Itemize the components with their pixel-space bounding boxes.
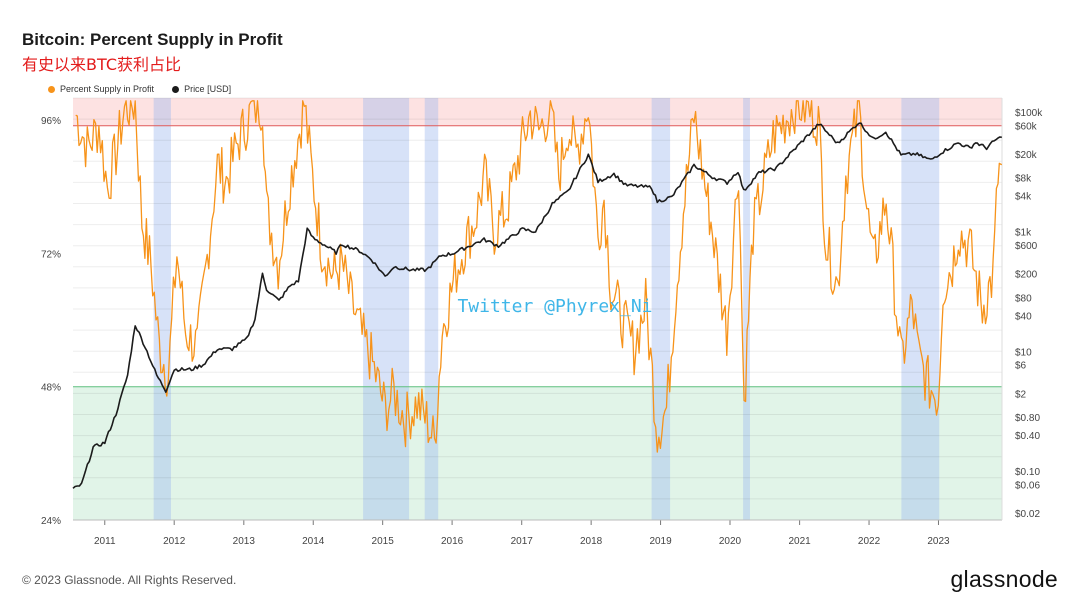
- y-right-tick-label: $0.40: [1015, 431, 1040, 442]
- x-tick-label: 2021: [788, 536, 811, 547]
- highlight-period-2: [424, 98, 439, 520]
- y-right-tick-label: $4k: [1015, 192, 1032, 203]
- y-left-tick-label: 96%: [41, 116, 61, 127]
- legend-label-supply: Percent Supply in Profit: [60, 84, 155, 94]
- glassnode-logo: glassnode: [950, 566, 1058, 592]
- y-right-tick-label: $8k: [1015, 174, 1032, 185]
- y-right-tick-label: $6: [1015, 361, 1027, 372]
- legend: Percent Supply in Profit Price [USD]: [48, 84, 231, 94]
- series-price-line: [72, 122, 1002, 489]
- zone-low: [73, 386, 1002, 520]
- y-right-tick-label: $200: [1015, 270, 1038, 281]
- y-right-tick-label: $0.02: [1015, 509, 1040, 520]
- x-tick-label: 2011: [94, 536, 116, 547]
- x-tick-label: 2012: [163, 536, 186, 547]
- y-right-tick-label: $20k: [1015, 150, 1038, 161]
- chart-title: Bitcoin: Percent Supply in Profit: [22, 30, 283, 49]
- legend-item-price[interactable]: Price [USD]: [172, 84, 231, 94]
- legend-swatch-supply: [48, 85, 55, 93]
- y-right-tick-label: $600: [1015, 241, 1038, 252]
- y-left-tick-label: 24%: [41, 516, 61, 527]
- legend-item-supply[interactable]: Percent Supply in Profit: [48, 84, 154, 94]
- y-right-tick-label: $2: [1015, 389, 1027, 400]
- highlight-period-3: [651, 98, 671, 520]
- chart-subtitle: 有史以来BTC获利占比: [22, 55, 181, 74]
- series-supply-in-profit-line: [75, 100, 1003, 453]
- x-tick-label: 2017: [511, 536, 534, 547]
- legend-label-price: Price [USD]: [184, 84, 232, 94]
- x-tick-label: 2018: [580, 536, 603, 547]
- legend-swatch-price: [172, 85, 180, 93]
- y-right-tick-label: $80: [1015, 293, 1032, 304]
- y-left-tick-label: 48%: [41, 383, 61, 394]
- x-tick-label: 2015: [372, 536, 395, 547]
- x-tick-label: 2016: [441, 536, 464, 547]
- highlight-period-1: [363, 98, 410, 520]
- twitter-watermark: Twitter @Phyrex_Ni: [457, 296, 652, 317]
- copyright-footer: © 2023 Glassnode. All Rights Reserved.: [22, 573, 237, 587]
- x-tick-label: 2023: [927, 536, 950, 547]
- y-right-tick-label: $60k: [1015, 121, 1038, 132]
- highlight-period-4: [743, 98, 750, 520]
- y-right-tick-label: $10: [1015, 347, 1032, 358]
- y-right-tick-label: $1k: [1015, 228, 1032, 239]
- x-tick-label: 2014: [302, 536, 325, 547]
- y-right-tick-label: $0.80: [1015, 413, 1040, 424]
- y-right-tick-label: $100k: [1015, 108, 1043, 119]
- x-tick-label: 2022: [858, 536, 881, 547]
- x-tick-label: 2020: [719, 536, 742, 547]
- x-tick-label: 2019: [649, 536, 672, 547]
- highlight-period-5: [901, 98, 940, 520]
- y-left-tick-label: 72%: [41, 249, 61, 260]
- x-tick-label: 2013: [233, 536, 256, 547]
- highlight-period-0: [153, 98, 171, 520]
- y-right-tick-label: $0.06: [1015, 480, 1040, 491]
- y-right-tick-label: $0.10: [1015, 467, 1040, 478]
- y-right-tick-label: $40: [1015, 311, 1032, 322]
